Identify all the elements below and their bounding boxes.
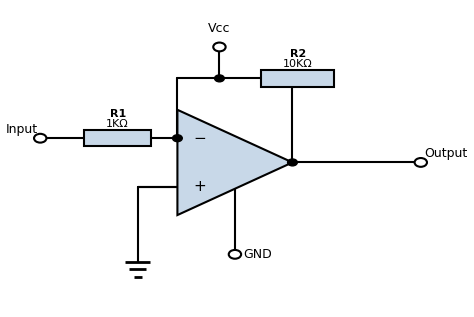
Circle shape [415, 158, 427, 167]
Text: R2: R2 [290, 49, 306, 59]
Circle shape [173, 135, 182, 142]
Text: 1KΩ: 1KΩ [106, 119, 129, 129]
Polygon shape [177, 110, 292, 215]
Text: Input: Input [6, 123, 38, 136]
Circle shape [215, 75, 224, 82]
Text: R1: R1 [109, 109, 126, 119]
Text: GND: GND [243, 248, 272, 261]
Text: −: − [193, 131, 206, 146]
FancyBboxPatch shape [84, 130, 151, 146]
FancyBboxPatch shape [262, 70, 335, 87]
Text: 10KΩ: 10KΩ [283, 59, 313, 69]
Circle shape [288, 159, 297, 166]
Text: +: + [193, 179, 206, 194]
Circle shape [34, 134, 46, 143]
Circle shape [229, 250, 241, 259]
Text: Output: Output [424, 147, 467, 160]
Text: Vcc: Vcc [208, 22, 231, 35]
Circle shape [213, 42, 226, 51]
